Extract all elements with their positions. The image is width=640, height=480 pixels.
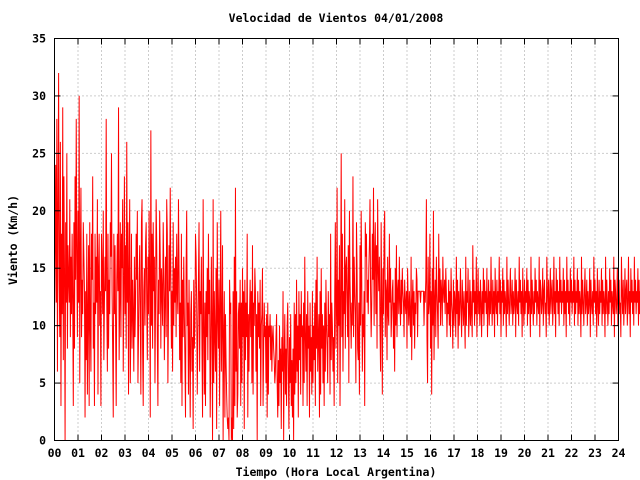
x-tick-label: 04 <box>142 446 156 460</box>
x-tick-label: 19 <box>494 446 508 460</box>
x-tick-label: 12 <box>330 446 344 460</box>
y-tick-labels: 0 5 10 15 20 25 30 35 <box>32 32 46 448</box>
y-tick-label: 35 <box>32 32 46 46</box>
x-tick-label: 01 <box>71 446 85 460</box>
x-tick-label: 23 <box>588 446 602 460</box>
x-tick-label: 05 <box>165 446 179 460</box>
x-tick-label: 03 <box>118 446 132 460</box>
y-tick-label: 0 <box>39 434 46 448</box>
x-tick-label: 17 <box>447 446 461 460</box>
x-tick-label: 14 <box>377 446 391 460</box>
x-tick-label: 00 <box>48 446 62 460</box>
x-tick-label: 22 <box>565 446 579 460</box>
x-tick-label: 09 <box>259 446 273 460</box>
y-axis-label: Viento (Km/h) <box>6 195 20 285</box>
x-tick-label: 02 <box>95 446 109 460</box>
x-axis-label: Tiempo (Hora Local Argentina) <box>236 465 437 479</box>
x-tick-label: 18 <box>471 446 485 460</box>
x-tick-label: 20 <box>518 446 532 460</box>
x-tick-label: 21 <box>541 446 555 460</box>
x-tick-label: 11 <box>306 446 320 460</box>
series-line-0 <box>54 72 640 441</box>
x-tick-label: 07 <box>212 446 226 460</box>
axis-ticks <box>54 38 619 441</box>
y-tick-label: 30 <box>32 89 46 103</box>
y-tick-label: 15 <box>32 261 46 275</box>
x-tick-labels: 00 01 02 03 04 05 06 07 08 09 10 11 12 13 14 15 16 17 18 19… <box>48 446 626 460</box>
x-tick-label: 06 <box>189 446 203 460</box>
y-tick-label: 5 <box>39 376 46 390</box>
x-tick-label: 08 <box>236 446 250 460</box>
x-tick-label: 16 <box>424 446 438 460</box>
y-tick-label: 10 <box>32 319 46 333</box>
y-tick-label: 25 <box>32 146 46 160</box>
x-tick-label: 24 <box>612 446 626 460</box>
y-tick-label: 20 <box>32 204 46 218</box>
x-tick-label: 13 <box>353 446 367 460</box>
series-layer <box>54 72 640 441</box>
chart-title: Velocidad de Vientos 04/01/2008 <box>229 11 444 25</box>
x-tick-label: 10 <box>283 446 297 460</box>
x-tick-label: 15 <box>400 446 414 460</box>
